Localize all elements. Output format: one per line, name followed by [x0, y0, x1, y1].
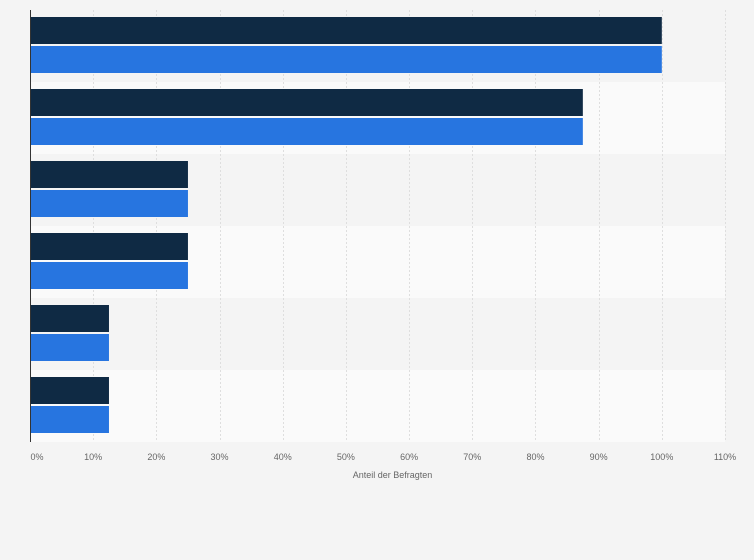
- x-tick-label: 110%: [714, 452, 736, 462]
- category-band: [30, 298, 725, 370]
- bar-series-1[interactable]: [30, 233, 188, 260]
- x-tick-label: 30%: [211, 452, 229, 462]
- x-tick-label: 100%: [650, 452, 673, 462]
- bars: [30, 17, 662, 433]
- x-tick-label: 80%: [526, 452, 544, 462]
- bar-series-2[interactable]: [30, 118, 583, 145]
- x-tick-label: 90%: [590, 452, 608, 462]
- x-tick-label: 40%: [274, 452, 292, 462]
- bar-series-1[interactable]: [30, 17, 662, 44]
- gridlines: [93, 10, 726, 442]
- bar-series-2[interactable]: [30, 46, 662, 73]
- x-tick-labels: 0% 10% 20% 30% 40% 50% 60% 70% 80% 90% 100% 110%: [30, 452, 736, 462]
- bar-series-1[interactable]: [30, 89, 583, 116]
- x-tick-label: 10%: [84, 452, 102, 462]
- bar-series-1[interactable]: [30, 305, 109, 332]
- x-tick-label: 0%: [30, 452, 43, 462]
- category-band: [30, 370, 725, 442]
- bar-series-2[interactable]: [30, 190, 188, 217]
- bar-series-2[interactable]: [30, 262, 188, 289]
- x-axis-title: Anteil der Befragten: [353, 470, 433, 480]
- bar-series-2[interactable]: [30, 334, 109, 361]
- x-tick-label: 60%: [400, 452, 418, 462]
- x-tick-label: 20%: [147, 452, 165, 462]
- bar-series-1[interactable]: [30, 161, 188, 188]
- category-bands: [30, 10, 725, 442]
- bar-series-2[interactable]: [30, 406, 109, 433]
- x-tick-label: 70%: [463, 452, 481, 462]
- x-tick-label: 50%: [337, 452, 355, 462]
- bar-series-1[interactable]: [30, 377, 109, 404]
